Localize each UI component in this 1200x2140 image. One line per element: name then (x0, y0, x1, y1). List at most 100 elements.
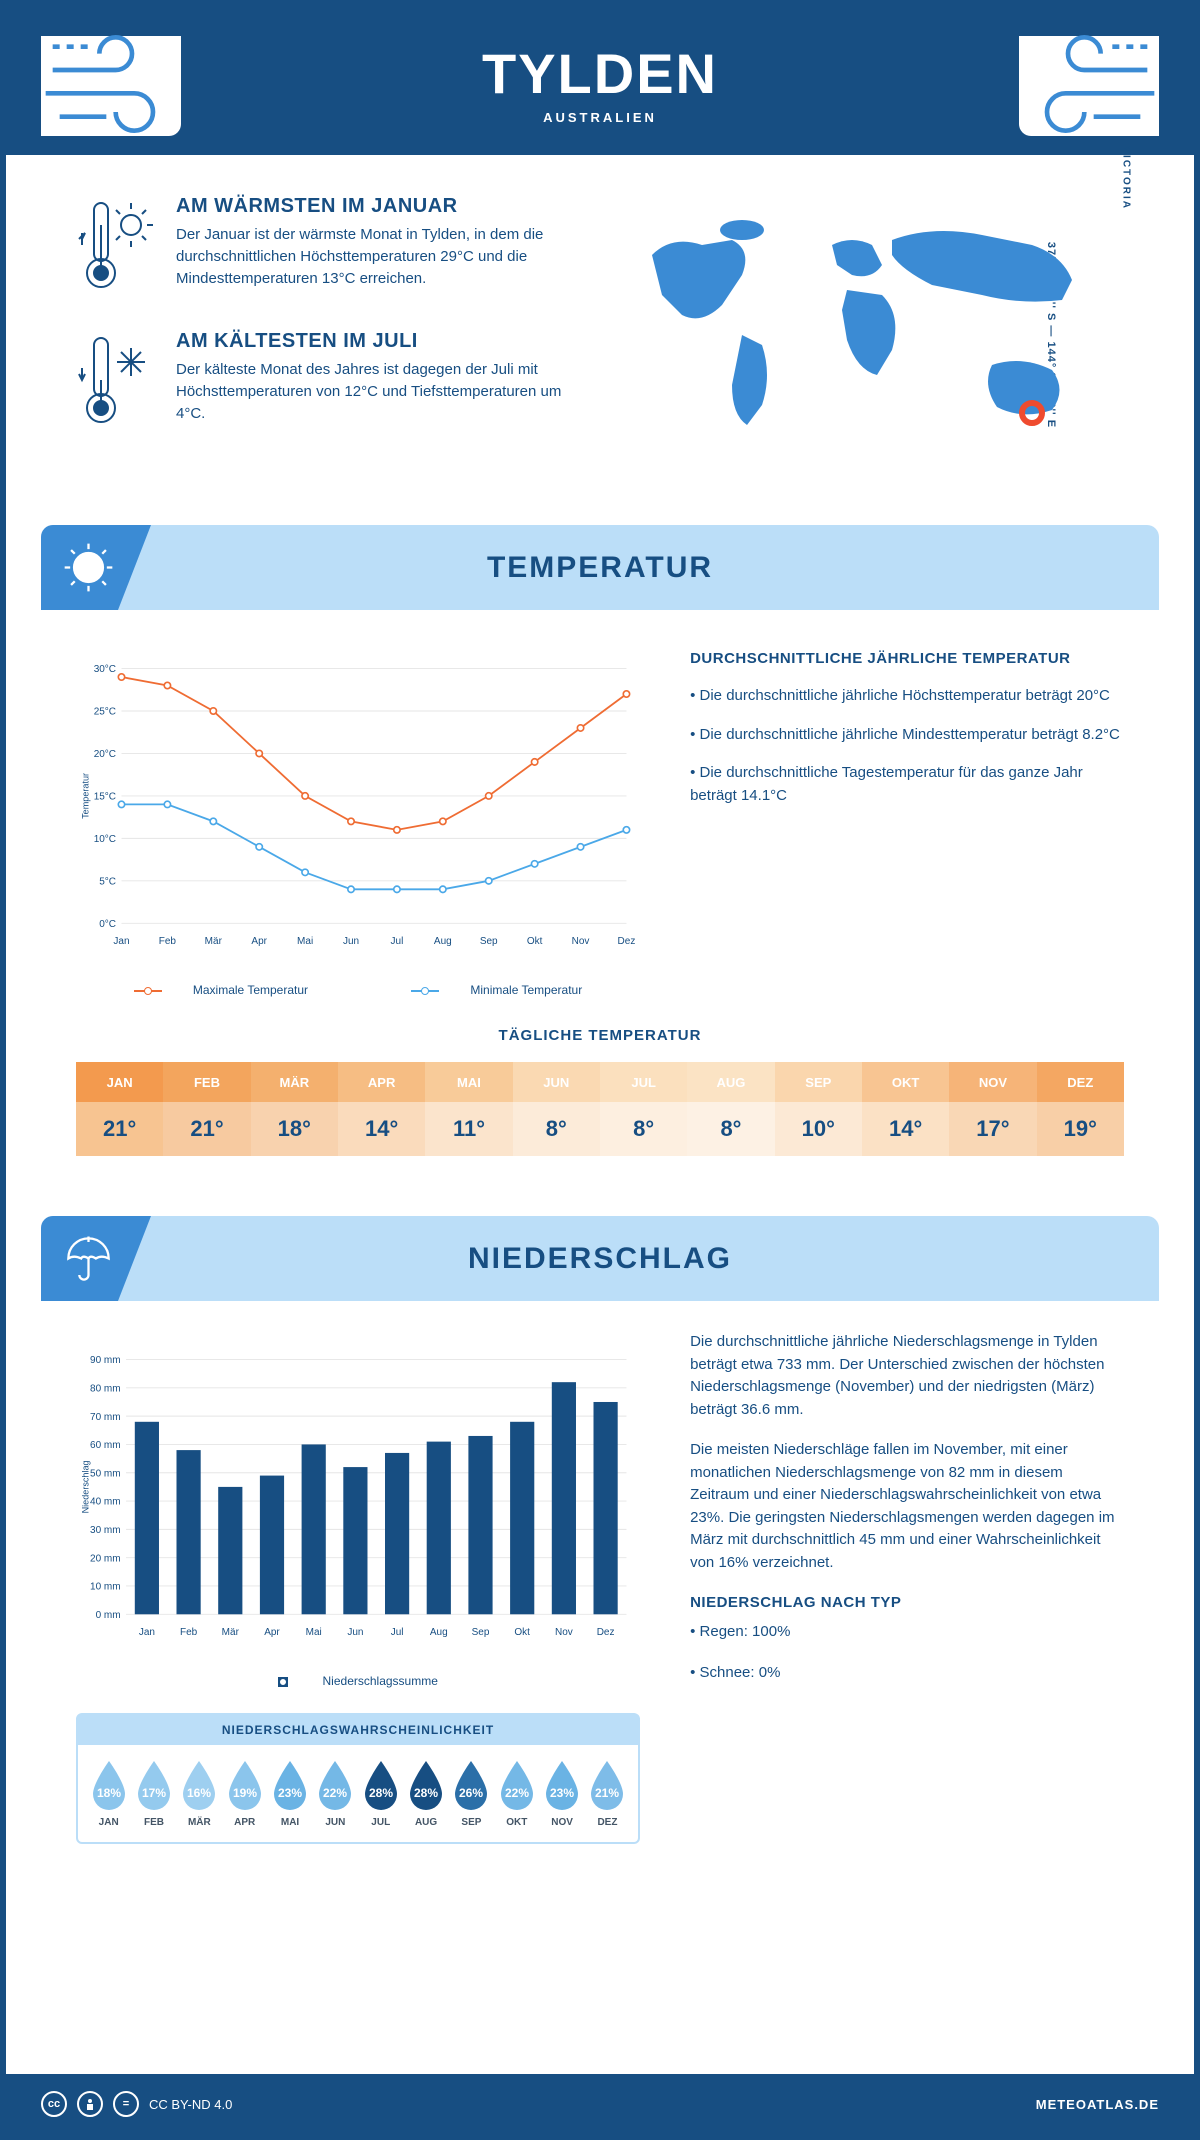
page-footer: cc = CC BY-ND 4.0 METEOATLAS.DE (6, 2074, 1194, 2134)
daily-temp-col: MÄR 18° (251, 1062, 338, 1156)
svg-text:70 mm: 70 mm (90, 1412, 121, 1423)
svg-text:Jan: Jan (139, 1627, 155, 1638)
prob-drop: 28% AUG (403, 1759, 448, 1828)
precip-type-title: NIEDERSCHLAG NACH TYP (690, 1594, 1124, 1611)
thermometer-sun-icon (76, 195, 156, 300)
svg-text:Mär: Mär (205, 936, 223, 947)
coldest-text: Der kälteste Monat des Jahres ist dagege… (176, 359, 580, 424)
page-header: TYLDEN AUSTRALIEN (6, 6, 1194, 155)
svg-text:Mai: Mai (297, 936, 313, 947)
svg-text:50 mm: 50 mm (90, 1468, 121, 1479)
svg-text:Mär: Mär (222, 1627, 240, 1638)
prob-drop: 21% DEZ (585, 1759, 630, 1828)
daily-temp-col: APR 14° (338, 1062, 425, 1156)
svg-text:30 mm: 30 mm (90, 1525, 121, 1536)
prob-drop: 28% JUL (358, 1759, 403, 1828)
temp-bullet-2: • Die durchschnittliche Tagestemperatur … (690, 762, 1124, 807)
svg-text:Temperatur: Temperatur (81, 773, 91, 819)
svg-text:Dez: Dez (597, 1627, 615, 1638)
svg-text:23%: 23% (278, 1786, 302, 1800)
temp-info-title: DURCHSCHNITTLICHE JÄHRLICHE TEMPERATUR (690, 650, 1124, 667)
svg-text:Nov: Nov (555, 1627, 573, 1638)
world-map (620, 195, 1124, 475)
svg-text:Jul: Jul (391, 1627, 404, 1638)
svg-text:Niederschlag: Niederschlag (81, 1460, 91, 1513)
site-name: METEOATLAS.DE (1036, 2097, 1159, 2112)
svg-text:Sep: Sep (480, 936, 498, 947)
svg-text:90 mm: 90 mm (90, 1355, 121, 1366)
svg-text:Feb: Feb (159, 936, 177, 947)
svg-text:10 mm: 10 mm (90, 1582, 121, 1593)
prob-drop: 19% APR (222, 1759, 267, 1828)
sun-icon (41, 525, 151, 610)
nd-icon: = (113, 2091, 139, 2117)
prob-drop: 23% NOV (539, 1759, 584, 1828)
svg-text:18%: 18% (97, 1786, 121, 1800)
svg-text:25°C: 25°C (94, 707, 116, 718)
precip-text-2: Die meisten Niederschläge fallen im Nove… (690, 1439, 1124, 1574)
precipitation-section-header: NIEDERSCHLAG (41, 1216, 1159, 1301)
svg-text:20°C: 20°C (94, 749, 116, 760)
svg-text:0 mm: 0 mm (96, 1610, 121, 1621)
city-title: TYLDEN (6, 41, 1194, 106)
world-map-container: VICTORIA 37° 19' 30'' S — 144° 24' 36'' … (620, 195, 1124, 475)
legend-min-label: Minimale Temperatur (470, 983, 582, 997)
daily-temp-col: MAI 11° (425, 1062, 512, 1156)
cc-icon: cc (41, 2091, 67, 2117)
svg-text:Jan: Jan (113, 936, 129, 947)
thermometer-snow-icon (76, 330, 156, 435)
coldest-title: AM KÄLTESTEN IM JULI (176, 330, 580, 353)
svg-text:15°C: 15°C (94, 792, 116, 803)
daily-temp-col: OKT 14° (862, 1062, 949, 1156)
daily-temp-col: SEP 10° (775, 1062, 862, 1156)
prob-drop: 22% JUN (313, 1759, 358, 1828)
svg-text:30°C: 30°C (94, 664, 116, 675)
svg-text:Feb: Feb (180, 1627, 198, 1638)
svg-text:Jun: Jun (347, 1627, 363, 1638)
svg-text:28%: 28% (369, 1786, 393, 1800)
svg-text:60 mm: 60 mm (90, 1440, 121, 1451)
precipitation-chart: 0 mm10 mm20 mm30 mm40 mm50 mm60 mm70 mm8… (76, 1331, 640, 1688)
precipitation-probability-box: NIEDERSCHLAGSWAHRSCHEINLICHKEIT 18% JAN … (76, 1713, 640, 1844)
license-text: CC BY-ND 4.0 (149, 2097, 232, 2112)
svg-text:80 mm: 80 mm (90, 1383, 121, 1394)
prob-drop: 18% JAN (86, 1759, 131, 1828)
svg-text:Mai: Mai (306, 1627, 322, 1638)
temp-bullet-1: • Die durchschnittliche jährliche Mindes… (690, 724, 1124, 747)
wind-icon-right (1019, 36, 1159, 136)
precipitation-info: Die durchschnittliche jährliche Niedersc… (690, 1331, 1124, 1844)
daily-temp-col: AUG 8° (687, 1062, 774, 1156)
svg-text:Aug: Aug (430, 1627, 448, 1638)
license-block: cc = CC BY-ND 4.0 (41, 2091, 232, 2117)
svg-text:22%: 22% (323, 1786, 347, 1800)
precipitation-title: NIEDERSCHLAG (468, 1242, 732, 1276)
svg-text:Apr: Apr (251, 936, 267, 947)
svg-text:0°C: 0°C (99, 919, 116, 930)
warmest-fact: AM WÄRMSTEN IM JANUAR Der Januar ist der… (76, 195, 580, 300)
temperature-legend: Maximale Temperatur Minimale Temperatur (76, 983, 640, 997)
warmest-text: Der Januar ist der wärmste Monat in Tyld… (176, 224, 580, 289)
temp-bullet-0: • Die durchschnittliche jährliche Höchst… (690, 685, 1124, 708)
daily-temp-title: TÄGLICHE TEMPERATUR (76, 1027, 1124, 1044)
svg-text:10°C: 10°C (94, 834, 116, 845)
precip-type-1: • Schnee: 0% (690, 1662, 1124, 1685)
daily-temp-col: JUN 8° (513, 1062, 600, 1156)
svg-text:21%: 21% (595, 1786, 619, 1800)
prob-drop: 23% MAI (267, 1759, 312, 1828)
umbrella-icon (41, 1216, 151, 1301)
temperature-section-header: TEMPERATUR (41, 525, 1159, 610)
precip-text-1: Die durchschnittliche jährliche Niedersc… (690, 1331, 1124, 1421)
prob-drop: 16% MÄR (177, 1759, 222, 1828)
svg-text:26%: 26% (459, 1786, 483, 1800)
daily-temp-col: FEB 21° (163, 1062, 250, 1156)
precipitation-legend: Niederschlagssumme (76, 1674, 640, 1688)
warmest-title: AM WÄRMSTEN IM JANUAR (176, 195, 580, 218)
svg-text:Okt: Okt (514, 1627, 530, 1638)
intro-facts: AM WÄRMSTEN IM JANUAR Der Januar ist der… (76, 195, 580, 475)
temperature-chart: 0°C5°C10°C15°C20°C25°C30°CJanFebMärAprMa… (76, 640, 640, 997)
daily-temp-col: NOV 17° (949, 1062, 1036, 1156)
temperature-info: DURCHSCHNITTLICHE JÄHRLICHE TEMPERATUR •… (690, 640, 1124, 997)
svg-text:22%: 22% (505, 1786, 529, 1800)
svg-text:28%: 28% (414, 1786, 438, 1800)
svg-text:40 mm: 40 mm (90, 1497, 121, 1508)
